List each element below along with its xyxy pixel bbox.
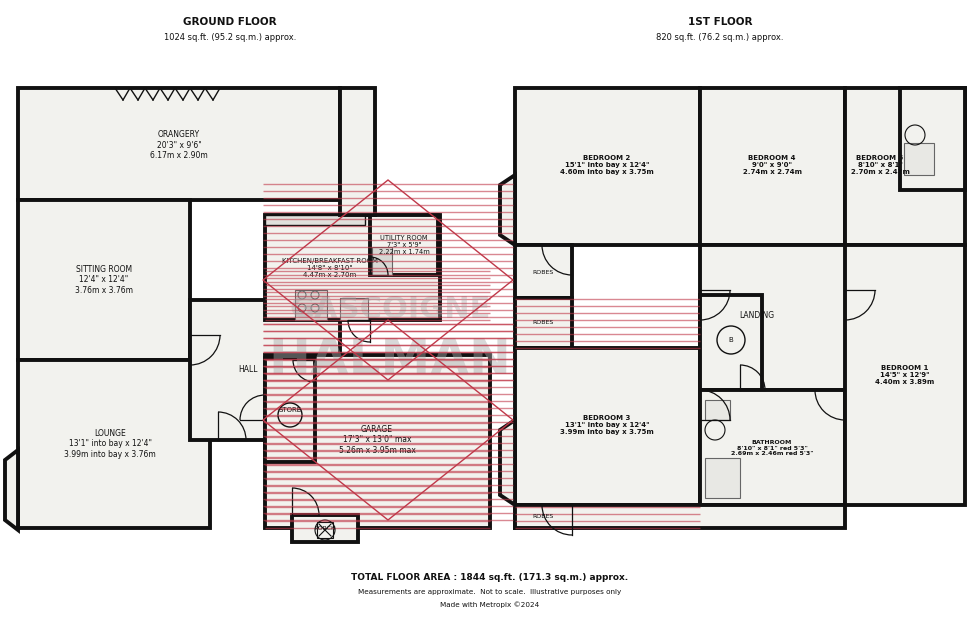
Bar bbox=[705, 458, 740, 498]
Text: UTILITY ROOM
7'3" x 5'9"
2.22m x 1.74m: UTILITY ROOM 7'3" x 5'9" 2.22m x 1.74m bbox=[378, 235, 429, 255]
Text: PORCH: PORCH bbox=[315, 526, 336, 531]
Bar bbox=[700, 390, 845, 505]
Text: Measurements are approximate.  Not to scale.  Illustrative purposes only: Measurements are approximate. Not to sca… bbox=[359, 589, 621, 595]
Bar bbox=[18, 88, 340, 200]
Polygon shape bbox=[5, 450, 18, 530]
Bar bbox=[700, 88, 845, 245]
Bar bbox=[900, 88, 965, 190]
Bar bbox=[845, 245, 965, 505]
Text: ORANGERY
20'3" x 9'6"
6.17m x 2.90m: ORANGERY 20'3" x 9'6" 6.17m x 2.90m bbox=[150, 130, 208, 160]
Bar bbox=[700, 245, 895, 390]
Bar bbox=[904, 143, 934, 175]
Text: 820 sq.ft. (76.2 sq.m.) approx.: 820 sq.ft. (76.2 sq.m.) approx. bbox=[657, 33, 784, 43]
Bar bbox=[515, 245, 572, 298]
Bar bbox=[515, 348, 700, 505]
Bar bbox=[18, 200, 190, 360]
Text: ROBES: ROBES bbox=[532, 321, 554, 326]
Text: BEDROOM 1
14'5" x 12'9"
4.40m x 3.89m: BEDROOM 1 14'5" x 12'9" 4.40m x 3.89m bbox=[875, 365, 935, 385]
Bar bbox=[295, 290, 327, 320]
Bar bbox=[370, 215, 438, 275]
Text: GARAGE
17'3" x 13'0" max
5.26m x 3.95m max: GARAGE 17'3" x 13'0" max 5.26m x 3.95m m… bbox=[338, 425, 416, 455]
Bar bbox=[845, 88, 965, 245]
Text: ROBES: ROBES bbox=[532, 270, 554, 275]
Text: HALL: HALL bbox=[238, 366, 258, 374]
Bar bbox=[372, 247, 392, 275]
Bar bbox=[705, 400, 730, 420]
Text: BATHROOM
8'10" x 8'1" red 5'3"
2.69m x 2.46m red 5'3": BATHROOM 8'10" x 8'1" red 5'3" 2.69m x 2… bbox=[731, 440, 813, 456]
Text: BEDROOM 4
9'0" x 9'0"
2.74m x 2.74m: BEDROOM 4 9'0" x 9'0" 2.74m x 2.74m bbox=[743, 155, 802, 175]
Bar bbox=[265, 355, 490, 528]
Text: 1ST FLOOR: 1ST FLOOR bbox=[688, 17, 753, 27]
Bar bbox=[700, 295, 762, 390]
Bar bbox=[515, 298, 572, 348]
Text: HALMAN: HALMAN bbox=[269, 336, 512, 384]
Bar bbox=[317, 522, 333, 538]
Bar bbox=[340, 298, 368, 320]
Text: TOTAL FLOOR AREA : 1844 sq.ft. (171.3 sq.m.) approx.: TOTAL FLOOR AREA : 1844 sq.ft. (171.3 sq… bbox=[352, 574, 628, 583]
Text: GASCOIGNE: GASCOIGNE bbox=[289, 296, 491, 324]
Text: BEDROOM 3
13'1" into bay x 12'4"
3.99m into bay x 3.75m: BEDROOM 3 13'1" into bay x 12'4" 3.99m i… bbox=[561, 415, 654, 435]
Polygon shape bbox=[500, 420, 515, 505]
Text: BEDROOM 5
8'10" x 8'1"
2.70m x 2.47m: BEDROOM 5 8'10" x 8'1" 2.70m x 2.47m bbox=[851, 155, 909, 175]
Text: ROBES: ROBES bbox=[532, 515, 554, 520]
Bar bbox=[515, 505, 845, 528]
Bar bbox=[265, 215, 440, 320]
Text: KITCHEN/BREAKFAST ROOM
14'8" x 8'10"
4.47m x 2.70m: KITCHEN/BREAKFAST ROOM 14'8" x 8'10" 4.4… bbox=[282, 258, 378, 278]
Text: Made with Metropix ©2024: Made with Metropix ©2024 bbox=[440, 601, 540, 608]
Polygon shape bbox=[500, 175, 515, 245]
Text: SITTING ROOM
12'4" x 12'4"
3.76m x 3.76m: SITTING ROOM 12'4" x 12'4" 3.76m x 3.76m bbox=[75, 265, 133, 295]
Text: BEDROOM 2
15'1" into bay x 12'4"
4.60m into bay x 3.75m: BEDROOM 2 15'1" into bay x 12'4" 4.60m i… bbox=[561, 155, 654, 175]
Bar bbox=[265, 215, 365, 225]
Bar bbox=[515, 505, 572, 528]
Bar bbox=[265, 358, 315, 462]
Text: LOUNGE
13'1" into bay x 12'4"
3.99m into bay x 3.76m: LOUNGE 13'1" into bay x 12'4" 3.99m into… bbox=[64, 429, 156, 459]
Bar bbox=[18, 360, 210, 528]
Text: B: B bbox=[728, 337, 733, 343]
Bar bbox=[340, 88, 375, 215]
Bar bbox=[515, 88, 700, 245]
Bar bbox=[190, 300, 340, 440]
Bar bbox=[292, 515, 358, 542]
Text: LANDING: LANDING bbox=[740, 311, 774, 319]
Text: GROUND FLOOR: GROUND FLOOR bbox=[183, 17, 276, 27]
Text: STORE: STORE bbox=[278, 407, 302, 413]
Text: 1024 sq.ft. (95.2 sq.m.) approx.: 1024 sq.ft. (95.2 sq.m.) approx. bbox=[164, 33, 296, 43]
